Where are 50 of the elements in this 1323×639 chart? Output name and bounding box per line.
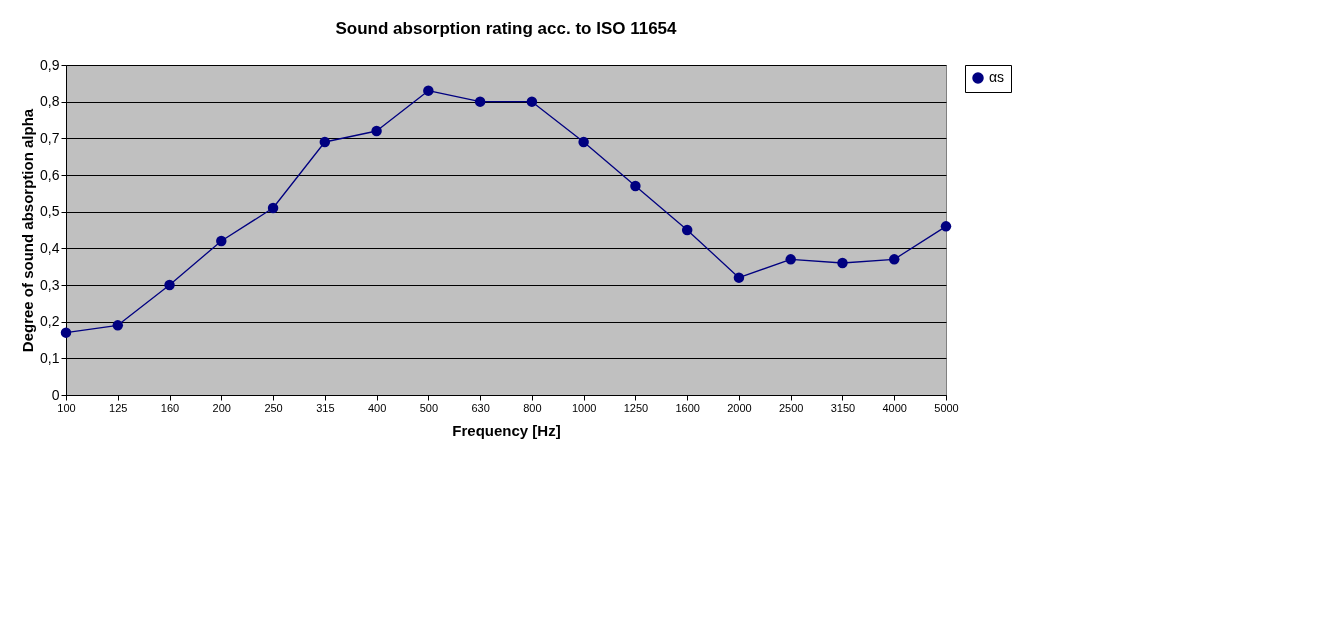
x-tick-label: 630 bbox=[471, 401, 490, 414]
point bbox=[733, 272, 745, 283]
point bbox=[267, 202, 279, 214]
x-tick-label: 4000 bbox=[882, 401, 907, 414]
y-tick-label: 0,5 bbox=[40, 203, 60, 220]
y-axis-title: Degree of sound absorption alpha bbox=[19, 108, 37, 353]
x-tick-label: 2000 bbox=[727, 401, 752, 414]
x-tick-label: 800 bbox=[523, 401, 542, 414]
point bbox=[60, 327, 72, 338]
y-tick-label: 0,7 bbox=[40, 129, 60, 146]
point bbox=[474, 96, 486, 107]
point bbox=[371, 125, 382, 137]
point bbox=[164, 279, 175, 291]
x-tick-label: 160 bbox=[160, 401, 180, 414]
point bbox=[216, 235, 227, 247]
x-tick-label: 100 bbox=[57, 401, 76, 414]
chart-title: Sound absorption rating acc. to ISO 11654 bbox=[335, 19, 678, 38]
y-tick-label: 0,6 bbox=[40, 166, 60, 183]
x-tick-label: 125 bbox=[109, 401, 128, 414]
x-tick-label: 200 bbox=[212, 401, 231, 414]
point bbox=[319, 136, 331, 148]
y-tick-label: 0,1 bbox=[40, 349, 60, 366]
x-tick-label: 1600 bbox=[675, 401, 700, 414]
y-tick-label: 0,3 bbox=[40, 276, 60, 293]
y-tick-label: 0,9 bbox=[40, 56, 60, 73]
point bbox=[630, 180, 641, 192]
point bbox=[578, 136, 589, 148]
x-tick-label: 5000 bbox=[934, 401, 959, 414]
point bbox=[785, 254, 796, 265]
x-axis-title: Frequency [Hz] bbox=[452, 421, 561, 439]
point bbox=[112, 320, 124, 331]
x-tick-label: 3150 bbox=[830, 401, 856, 414]
y-tick-label: 0,4 bbox=[40, 239, 60, 256]
y-tick-label: 0,8 bbox=[40, 93, 60, 110]
x-tick-label: 250 bbox=[264, 401, 283, 414]
point bbox=[526, 96, 538, 107]
point bbox=[681, 224, 693, 236]
y-tick-label: 0 bbox=[51, 386, 60, 403]
x-tick-label: 1000 bbox=[571, 401, 597, 414]
point bbox=[837, 257, 848, 269]
x-tick-label: 2500 bbox=[778, 401, 804, 414]
x-tick-label: 400 bbox=[367, 401, 387, 414]
x-tick-label: 1250 bbox=[623, 401, 649, 414]
x-tick-label: 500 bbox=[419, 401, 439, 414]
point bbox=[423, 85, 434, 96]
legend-label: αs bbox=[989, 69, 1005, 85]
y-tick-label: 0,2 bbox=[40, 313, 60, 330]
point bbox=[888, 254, 900, 265]
x-tick-label: 315 bbox=[316, 401, 335, 414]
point bbox=[940, 221, 952, 232]
